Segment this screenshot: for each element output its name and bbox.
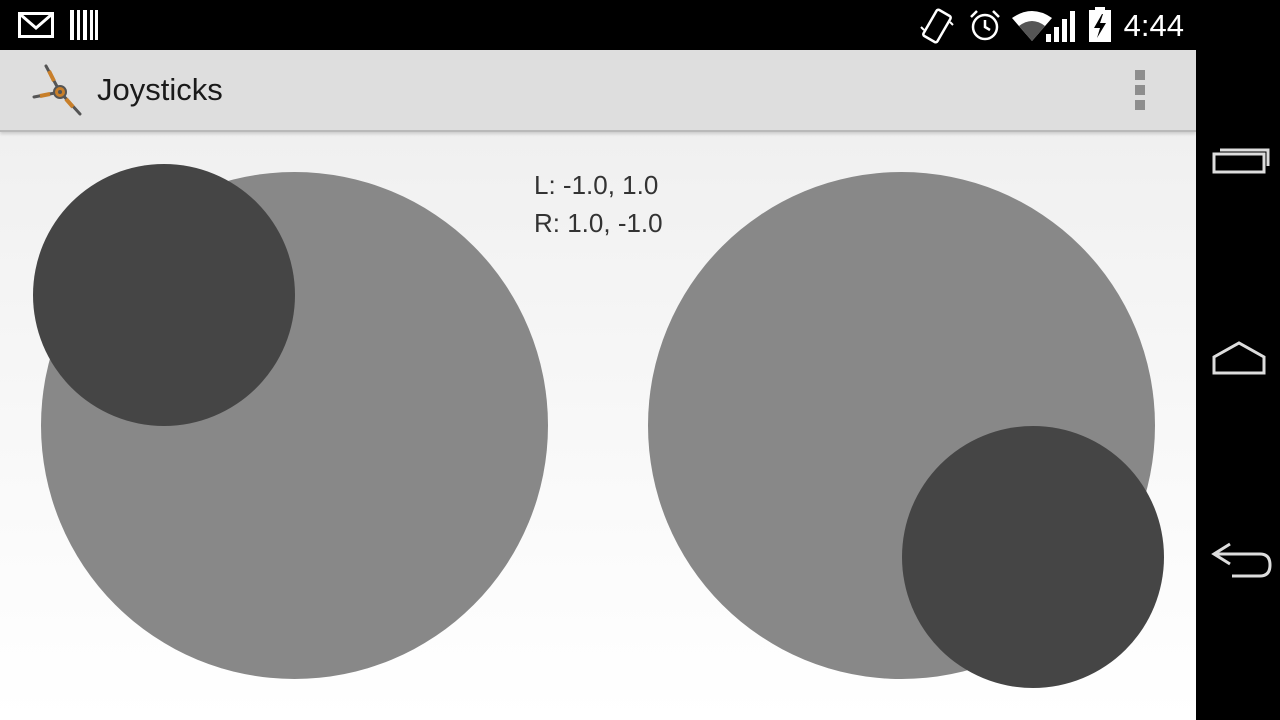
right-joystick-knob[interactable] <box>901 425 1164 688</box>
left-joystick-knob[interactable] <box>32 163 295 426</box>
status-time: 4:44 <box>1123 8 1184 43</box>
home-icon[interactable] <box>1206 335 1272 385</box>
right-joystick-value: R: 1.0, -1.0 <box>534 208 663 238</box>
app-title: Joysticks <box>97 72 223 107</box>
status-bar: 4:44 <box>0 0 1196 50</box>
navigation-bar <box>1196 0 1280 720</box>
wifi-icon <box>1012 10 1052 47</box>
back-icon[interactable] <box>1206 534 1272 584</box>
propeller-icon[interactable] <box>32 64 82 116</box>
left-joystick-value: L: -1.0, 1.0 <box>534 170 659 200</box>
overflow-menu-icon[interactable] <box>1122 66 1158 114</box>
action-bar: Joysticks <box>0 50 1196 132</box>
joystick-area: L: -1.0, 1.0 R: 1.0, -1.0 <box>0 130 1196 720</box>
gmail-icon <box>18 12 54 43</box>
joystick-readout: L: -1.0, 1.0 R: 1.0, -1.0 <box>534 166 663 242</box>
alarm-icon <box>968 8 1002 47</box>
battery-charging-icon <box>1088 7 1112 48</box>
signal-icon <box>1046 10 1080 47</box>
barcode-icon <box>70 10 98 45</box>
recent-apps-icon[interactable] <box>1206 136 1272 186</box>
vibrate-icon <box>920 8 954 49</box>
